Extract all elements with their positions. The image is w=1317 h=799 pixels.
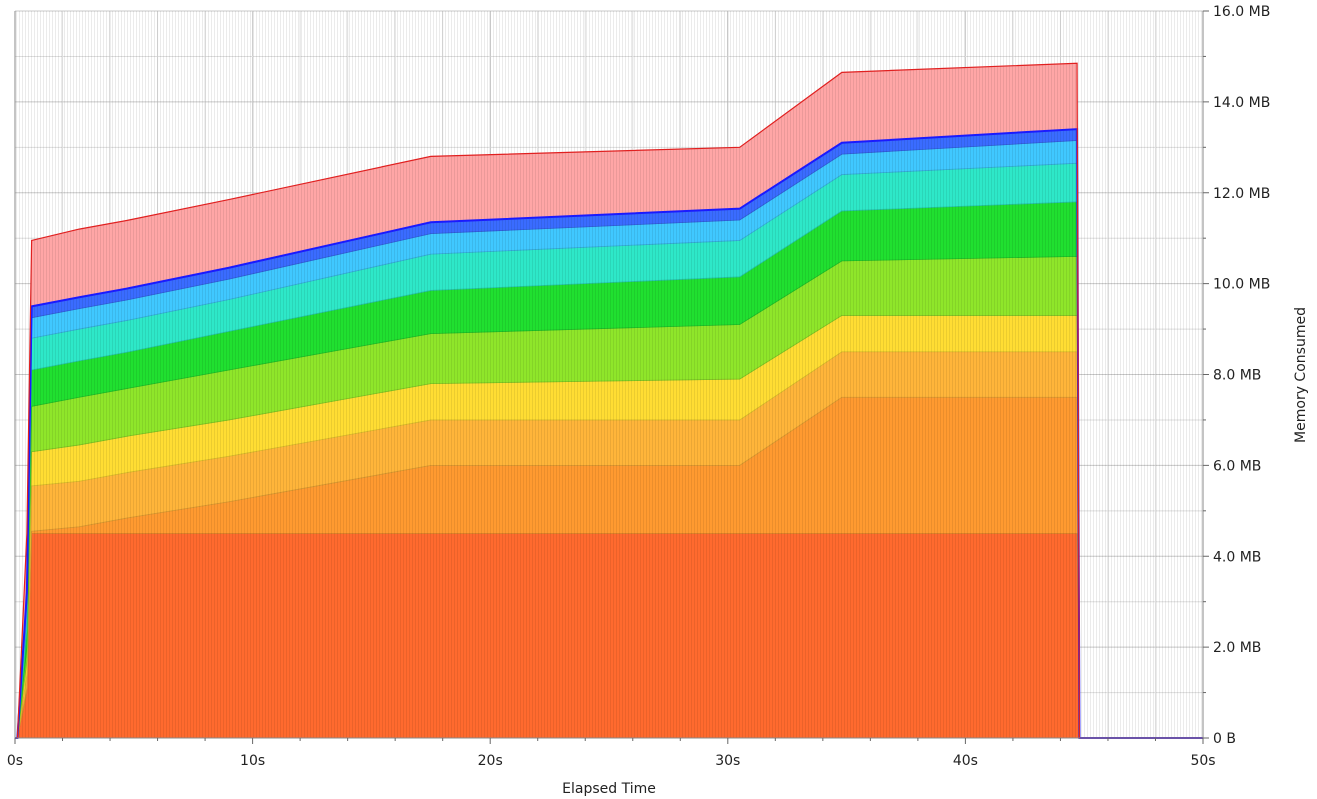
x-tick-label: 30s [715, 753, 740, 769]
y-tick-label: 10.0 MB [1213, 277, 1270, 293]
y-tick-label: 14.0 MB [1213, 95, 1270, 111]
y-axis-title: Memory Consumed [1293, 307, 1309, 443]
x-tick-label: 40s [953, 753, 978, 769]
series-lines [15, 62, 1203, 739]
y-tick-label: 0 B [1213, 731, 1236, 747]
tick-labels: 0s 10s 20s 30s 40s 50s 0 B 2.0 MB 4.0 MB 6.0 MB 8.… [7, 4, 1270, 769]
y-tick-label: 4.0 MB [1213, 549, 1261, 565]
total-line [15, 62, 1203, 739]
y-tick-label: 8.0 MB [1213, 368, 1261, 384]
hatch-overlay [15, 11, 1203, 738]
x-tick-label: 0s [7, 753, 23, 769]
axes [14, 10, 1209, 744]
x-axis-title: Elapsed Time [562, 781, 656, 797]
y-tick-label: 6.0 MB [1213, 458, 1261, 474]
x-tick-label: 20s [478, 753, 503, 769]
x-tick-label: 10s [240, 753, 265, 769]
x-tick-label: 50s [1190, 753, 1215, 769]
y-tick-label: 16.0 MB [1213, 4, 1270, 20]
y-tick-label: 12.0 MB [1213, 186, 1270, 202]
y-tick-label: 2.0 MB [1213, 640, 1261, 656]
